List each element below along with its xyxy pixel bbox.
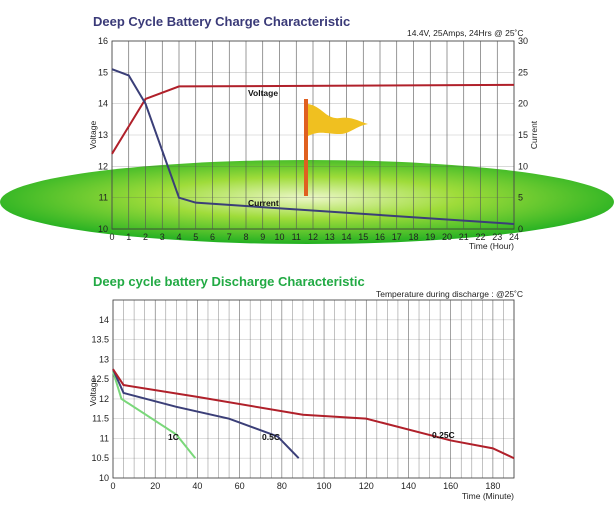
discharge-x-tick-label: 40 [192,481,202,491]
charge-x-tick-label: 3 [160,232,165,242]
charge-x-tick-label: 17 [392,232,402,242]
discharge-y-tick-label: 12.5 [91,374,109,384]
charge-chart: Deep Cycle Battery Charge Characteristic… [0,14,614,251]
charge-grid [111,40,515,230]
discharge-chart-title: Deep cycle battery Discharge Characteris… [93,274,365,289]
charge-y-right-tick-label: 30 [518,36,528,46]
charge-x-tick-label: 19 [425,232,435,242]
discharge-x-tick-label: 120 [359,481,374,491]
discharge-y-tick-label: 13 [99,354,109,364]
discharge-x-tick-label: 100 [317,481,332,491]
flag-pole [304,99,308,196]
charge-chart-note: 14.4V, 25Amps, 24Hrs @ 25˚C [407,28,524,38]
charge-x-tick-label: 7 [227,232,232,242]
charge-x-tick-label: 13 [325,232,335,242]
charge-x-tick-label: 1 [126,232,131,242]
charge-y-tick-label: 10 [98,224,108,234]
charge-x-tick-label: 22 [475,232,485,242]
charge-y-tick-label: 14 [98,99,108,109]
series-1c-label: 1C [168,432,179,442]
discharge-x-tick-label: 80 [277,481,287,491]
charge-x-tick-label: 20 [442,232,452,242]
charge-x-tick-label: 12 [308,232,318,242]
charge-ticks: 0 1 2 3 4 5 6 7 8 9 10 11 12 13 14 15 16 17 18 19 20 21 22 23 24… [98,36,528,242]
discharge-chart-note: Temperature during discharge : @25˚C [376,289,523,299]
series-05c-label: 0.5C [262,432,280,442]
charge-chart-title: Deep Cycle Battery Charge Characteristic [93,14,350,29]
flag-cloth [308,104,368,136]
discharge-y-tick-label: 13.5 [91,335,109,345]
charge-x-tick-label: 0 [109,232,114,242]
charge-x-tick-label: 16 [375,232,385,242]
flag-icon [304,99,368,196]
charge-x-tick-label: 10 [274,232,284,242]
discharge-x-tick-label: 160 [443,481,458,491]
charge-y-tick-label: 16 [98,36,108,46]
discharge-x-tick-label: 20 [150,481,160,491]
charge-y-right-axis-label: Current [529,120,539,149]
charge-x-tick-label: 11 [292,232,301,242]
series-1c-line [112,370,197,459]
discharge-x-tick-label: 180 [485,481,500,491]
series-05c-line [112,368,300,459]
charge-x-tick-label: 4 [176,232,181,242]
voltage-series-line [111,83,515,155]
charge-series [111,68,515,225]
charge-x-axis-label: Time (Hour) [469,241,514,251]
discharge-y-tick-label: 11 [100,433,109,443]
green-ellipse-decoration [0,160,614,244]
current-series-label: Current [248,198,279,208]
charge-x-tick-label: 5 [193,232,198,242]
discharge-y-tick-label: 11.5 [92,414,109,424]
discharge-y-tick-label: 12 [99,394,109,404]
charge-x-tick-label: 6 [210,232,215,242]
charge-x-tick-label: 21 [459,232,469,242]
charge-y-tick-label: 13 [98,130,108,140]
charge-x-tick-label: 15 [358,232,368,242]
charge-y-right-tick-label: 0 [518,224,523,234]
discharge-y-tick-label: 14 [99,315,109,325]
charge-x-tick-label: 24 [509,232,519,242]
charge-x-tick-label: 18 [408,232,418,242]
charge-y-right-tick-label: 20 [518,99,528,109]
discharge-ticks: 0 20 40 60 80 100 120 140 160 180 10 10.5 11 11.5 12 12… [91,315,500,491]
discharge-y-axis-label: Voltage [88,378,98,407]
charge-y-right-tick-label: 5 [518,193,523,203]
series-025c-line [112,368,515,460]
charge-y-tick-label: 15 [98,67,108,77]
charge-x-tick-label: 23 [492,232,502,242]
discharge-x-axis-label: Time (Minute) [462,491,514,501]
discharge-x-tick-label: 140 [401,481,416,491]
current-series-line [111,68,515,225]
charge-y-right-tick-label: 25 [518,67,528,77]
charge-x-tick-label: 14 [341,232,351,242]
discharge-x-tick-label: 0 [110,481,115,491]
green-ellipse [0,160,614,244]
voltage-series-label: Voltage [248,88,278,98]
charge-x-tick-label: 2 [143,232,148,242]
series-025c-label: 0.25C [432,430,455,440]
discharge-series [112,368,515,460]
charge-x-tick-label: 8 [243,232,248,242]
charge-y-tick-label: 11 [99,193,108,203]
charge-y-tick-label: 12 [98,161,108,171]
charge-y-right-tick-label: 15 [518,130,528,140]
charge-x-tick-label: 9 [260,232,265,242]
charge-y-right-tick-label: 10 [518,161,528,171]
discharge-y-tick-label: 10.5 [91,453,109,463]
discharge-x-tick-label: 60 [235,481,245,491]
discharge-chart: Deep cycle battery Discharge Characteris… [88,274,523,501]
charge-y-axis-label: Voltage [88,121,98,150]
discharge-grid [112,299,515,479]
discharge-y-tick-label: 10 [99,473,109,483]
